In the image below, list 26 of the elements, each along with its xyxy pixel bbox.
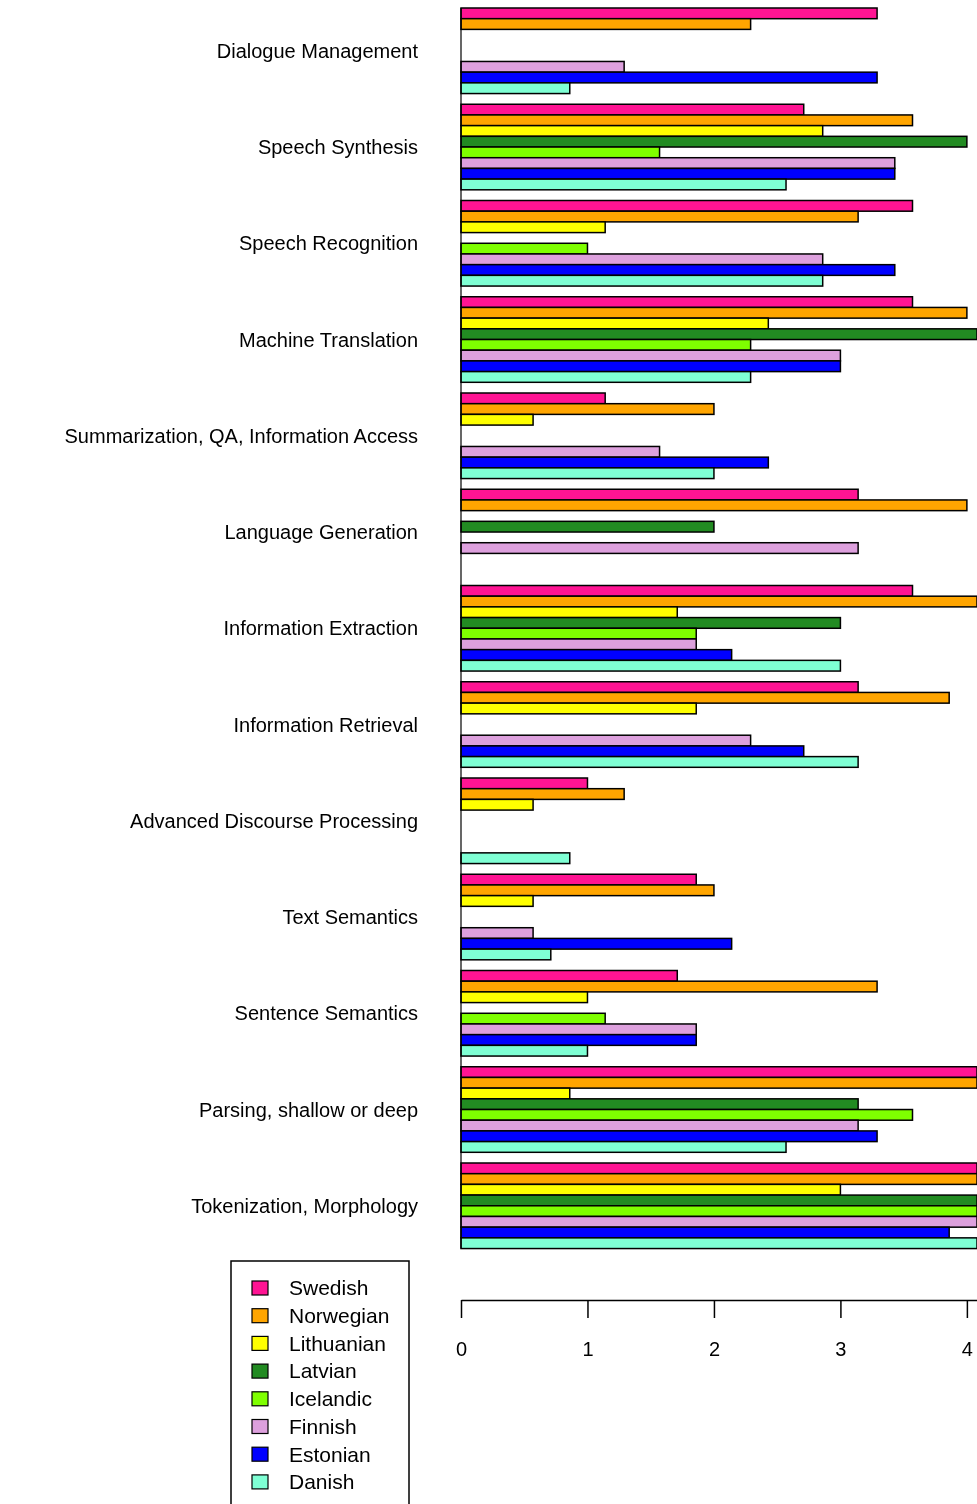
legend-label: Lithuanian [289,1331,386,1355]
legend-label: Finnish [289,1414,357,1438]
y-tick-label: Summarization, QA, Information Access [64,424,418,447]
y-tick-label: Text Semantics [282,906,418,929]
y-tick-label: Dialogue Management [216,39,419,62]
y-tick-label: Sentence Semantics [234,1002,418,1025]
x-tick-label: 2 [708,1338,720,1361]
y-tick-label: Speech Recognition [238,232,418,255]
legend-label: Danish [289,1470,355,1494]
x-tick-label: 0 [455,1338,468,1361]
y-tick-label: Advanced Discourse Processing [130,809,418,832]
legend-label: Norwegian [289,1304,390,1328]
legend-label: Estonian [289,1442,371,1466]
y-tick-label: Information Retrieval [233,713,418,736]
y-tick-label: Machine Translation [239,328,418,351]
y-tick-label: Speech Synthesis [257,136,418,159]
x-tick-label: 4 [961,1338,973,1361]
y-tick-label: Tokenization, Morphology [191,1194,418,1217]
y-tick-label: Language Generation [224,521,418,544]
x-tick-label: 3 [835,1338,847,1361]
legend-label: Swedish [289,1276,369,1300]
legend-label: Latvian [289,1359,357,1383]
y-tick-label: Parsing, shallow or deep [198,1098,418,1121]
x-tick-label: 1 [582,1338,594,1361]
y-tick-label: Information Extraction [223,617,418,640]
legend-label: Icelandic [289,1387,372,1411]
